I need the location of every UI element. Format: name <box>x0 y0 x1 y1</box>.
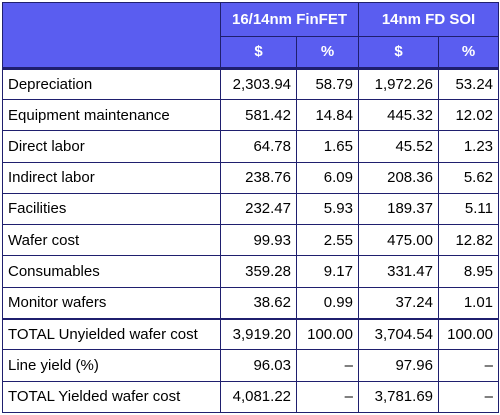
finfet-dollar-cell: 238.76 <box>220 161 297 194</box>
finfet-percent-cell: 5.93 <box>296 192 359 226</box>
row-label: Depreciation <box>2 66 221 100</box>
table-row: TOTAL Unyielded wafer cost 3,919.20 100.00… <box>2 317 500 351</box>
table-row: Direct labor 64.78 1.65 45.52 1.23 <box>2 130 500 163</box>
fdsoi-dollar-cell: 475.00 <box>358 224 439 257</box>
header-row-groups: 16/14nm FinFET 14nm FD SOI <box>2 1 500 69</box>
row-label: Indirect labor <box>2 161 221 194</box>
table-row: Line yield (%) 96.03–97.96– <box>2 349 500 382</box>
row-label: Equipment maintenance <box>2 98 221 132</box>
finfet-percent-cell: 6.09 <box>296 161 359 194</box>
finfet-dollar-cell: 38.62 <box>220 286 297 320</box>
fdsoi-percent-cell: 12.02 <box>437 98 500 132</box>
finfet-percent-cell: 0.99 <box>296 286 359 320</box>
table-row: Facilities 232.47 5.93 189.37 5.11 <box>2 192 500 226</box>
fdsoi-percent-cell: 5.62 <box>437 161 500 194</box>
fdsoi-percent-cell: 12.82 <box>437 224 500 257</box>
fdsoi-dollar-cell: 3,781.69 <box>358 380 439 414</box>
row-label: Wafer cost <box>2 224 221 257</box>
fdsoi-dollar-cell: 45.52 <box>358 130 439 163</box>
fdsoi-dollar-cell: 208.36 <box>358 161 439 194</box>
header-corner <box>2 2 221 69</box>
header-finfet-dollar: $ <box>220 36 297 69</box>
header-fdsoi-dollar: $ <box>358 36 439 69</box>
fdsoi-percent-cell: 1.01 <box>437 286 500 320</box>
fdsoi-dollar-cell: 3,704.54 <box>358 317 439 351</box>
table-row: Indirect labor 238.76 6.09 208.36 5.62 <box>2 161 500 194</box>
finfet-dollar-cell: 64.78 <box>220 130 297 163</box>
finfet-percent-cell: 1.65 <box>296 130 359 163</box>
fdsoi-percent-cell: 8.95 <box>437 255 500 288</box>
finfet-dollar-cell: 3,919.20 <box>220 317 297 351</box>
table-row: Monitor wafers 38.62 0.99 37.24 1.01 <box>2 286 500 320</box>
finfet-dollar-cell: 359.28 <box>220 255 297 288</box>
finfet-percent-cell: 58.79 <box>296 66 359 100</box>
header-fdsoi-percent: % <box>437 36 500 69</box>
fdsoi-dollar-cell: 37.24 <box>358 286 439 320</box>
fdsoi-dollar-cell: 445.32 <box>358 98 439 132</box>
table-row: Equipment maintenance 581.42 14.84 445.32 12… <box>2 98 500 132</box>
finfet-dollar-cell: 96.03 <box>220 349 297 382</box>
finfet-percent-cell: 14.84 <box>296 98 359 132</box>
row-label: Consumables <box>2 255 221 288</box>
fdsoi-percent-cell: 5.11 <box>437 192 500 226</box>
row-label: Line yield (%) <box>2 349 221 382</box>
table-body: Depreciation 2,303.94 58.79 1,972.26 53.24 Eq… <box>2 66 500 414</box>
row-label: Monitor wafers <box>2 286 221 320</box>
finfet-percent-cell: 100.00 <box>296 317 359 351</box>
header-row-units: $ % $ % <box>3 36 500 69</box>
fdsoi-dollar-cell: 97.96 <box>358 349 439 382</box>
header-group-fdsoi: 14nm FD SOI <box>357 1 500 38</box>
finfet-dollar-cell: 99.93 <box>220 224 297 257</box>
finfet-percent-cell: – <box>296 349 359 382</box>
fdsoi-percent-cell: – <box>437 380 500 414</box>
table-row: TOTAL Yielded wafer cost 4,081.22–3,781.6… <box>2 380 500 414</box>
fdsoi-percent-cell: 100.00 <box>437 317 500 351</box>
fdsoi-dollar-cell: 331.47 <box>358 255 439 288</box>
finfet-dollar-cell: 2,303.94 <box>220 66 297 100</box>
finfet-dollar-cell: 581.42 <box>220 98 297 132</box>
row-label: Direct labor <box>2 130 221 163</box>
header-group-finfet: 16/14nm FinFET <box>220 1 359 38</box>
finfet-dollar-cell: 232.47 <box>220 192 297 226</box>
finfet-percent-cell: 9.17 <box>296 255 359 288</box>
fdsoi-percent-cell: – <box>437 349 500 382</box>
table-row: Wafer cost 99.93 2.55 475.00 12.82 <box>2 224 500 257</box>
table-row: Consumables 359.28 9.17 331.47 8.95 <box>2 255 500 288</box>
finfet-dollar-cell: 4,081.22 <box>220 380 297 414</box>
fdsoi-dollar-cell: 1,972.26 <box>358 66 439 100</box>
row-label: Facilities <box>2 192 221 226</box>
fdsoi-percent-cell: 1.23 <box>437 130 500 163</box>
table-row: Depreciation 2,303.94 58.79 1,972.26 53.24 <box>2 66 500 100</box>
fdsoi-percent-cell: 53.24 <box>437 66 500 100</box>
fdsoi-dollar-cell: 189.37 <box>358 192 439 226</box>
row-label: TOTAL Unyielded wafer cost <box>2 317 221 351</box>
finfet-percent-cell: 2.55 <box>296 224 359 257</box>
finfet-percent-cell: – <box>296 380 359 414</box>
row-label: TOTAL Yielded wafer cost <box>2 380 221 414</box>
header-finfet-percent: % <box>296 36 359 69</box>
